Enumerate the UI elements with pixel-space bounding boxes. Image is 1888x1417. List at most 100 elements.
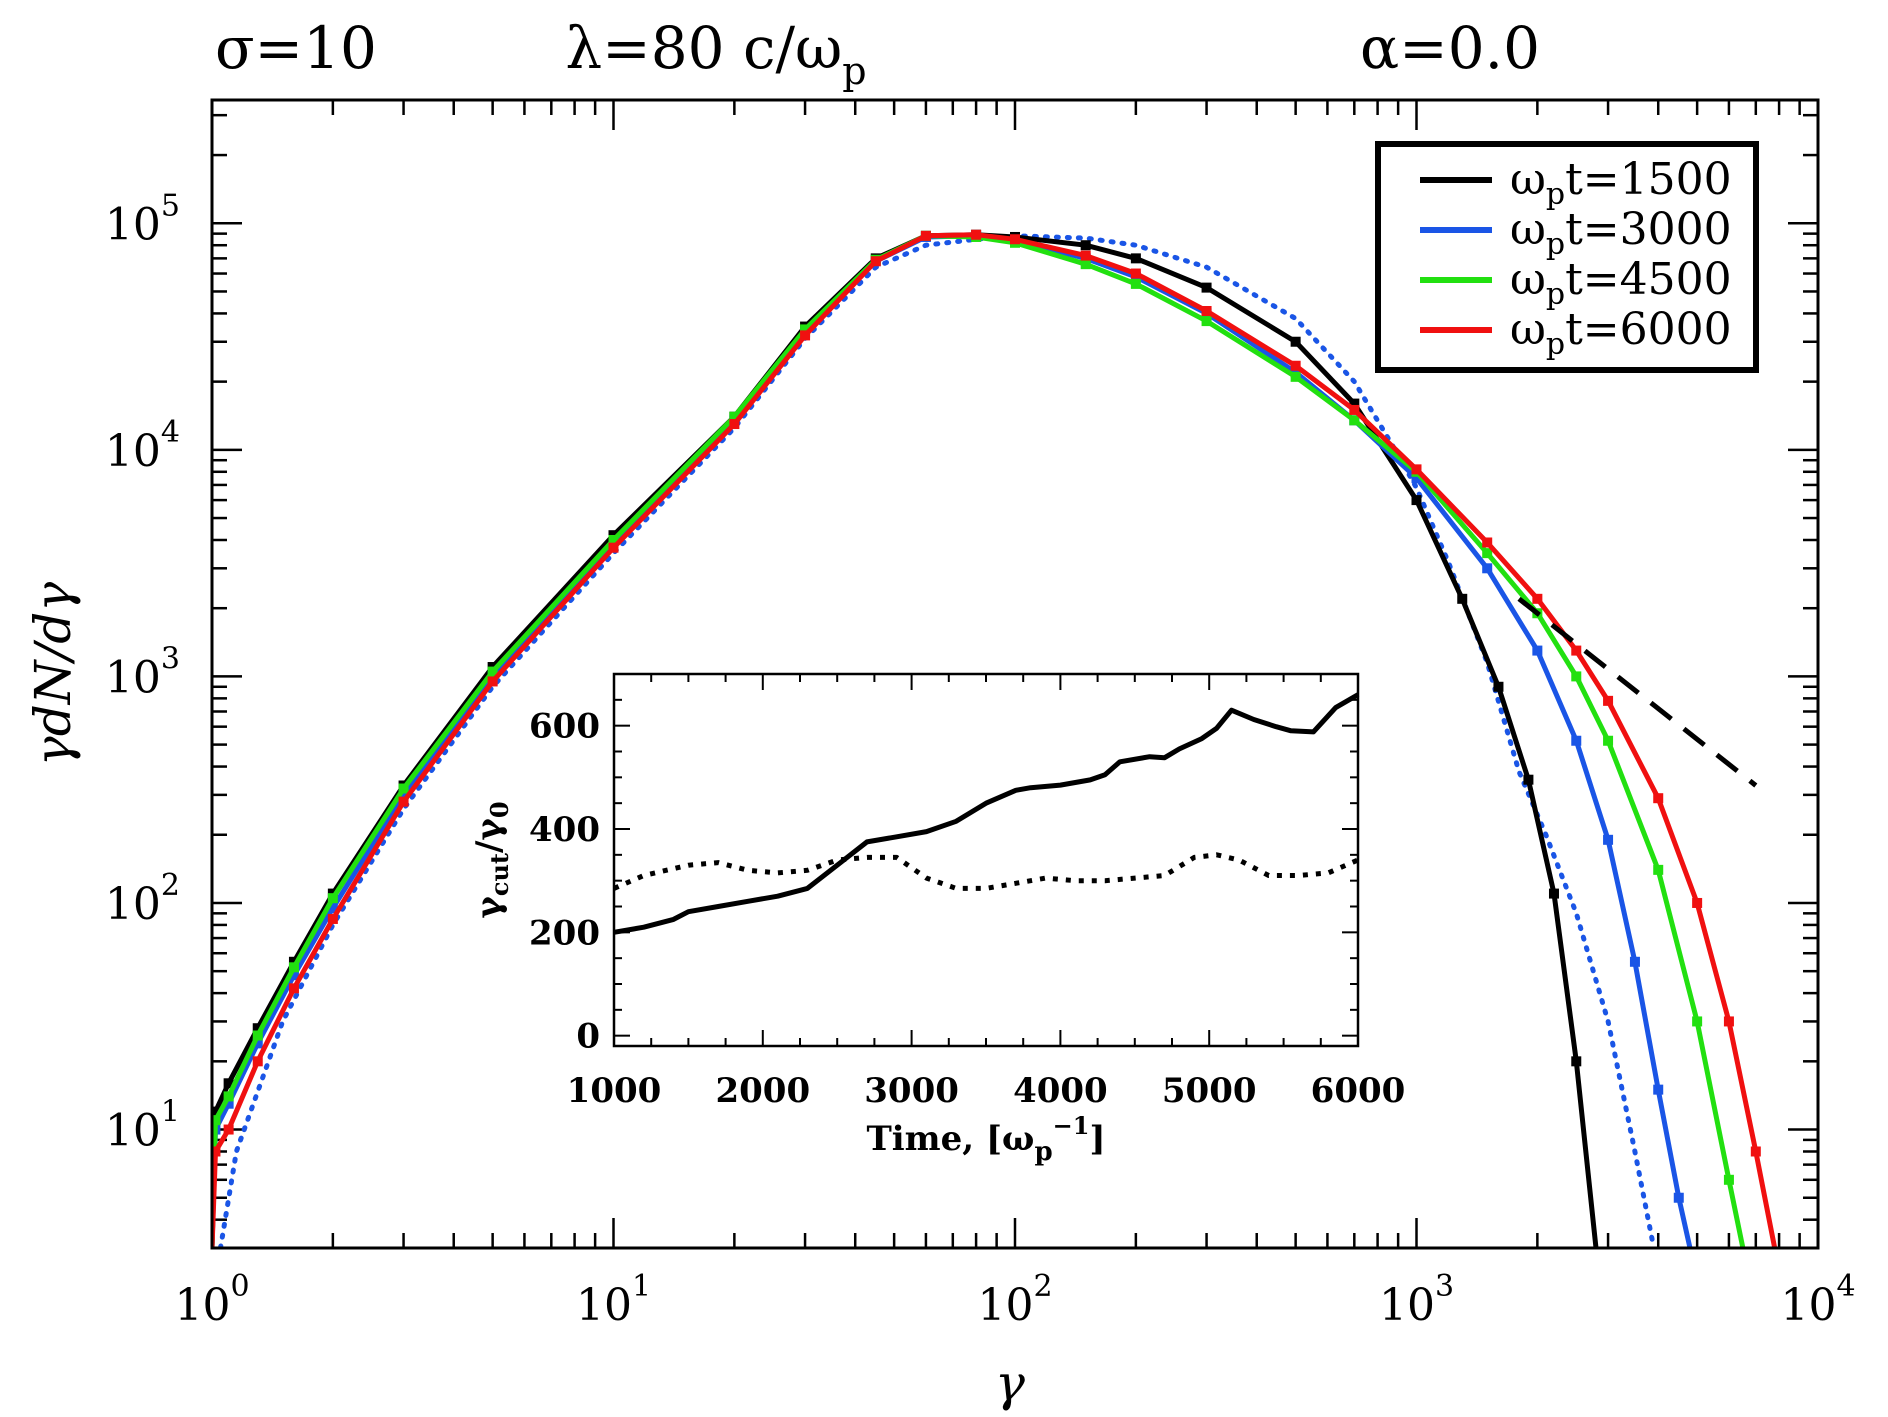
series-point	[1653, 793, 1664, 804]
series-point	[1290, 371, 1301, 382]
series-point	[1653, 864, 1664, 875]
series-point	[1750, 1146, 1761, 1157]
inset-frame	[612, 672, 1360, 1048]
series-point	[1653, 1084, 1664, 1095]
series-point	[1692, 1016, 1703, 1027]
inset-background	[614, 674, 1358, 1046]
x-axis-label: γ	[995, 1354, 1025, 1412]
series-point	[729, 419, 740, 430]
series-point	[1290, 360, 1301, 371]
series-point	[1411, 464, 1422, 475]
series-line-power-law-guide	[1517, 596, 1758, 788]
series-point	[1603, 695, 1614, 706]
series-point	[327, 913, 338, 924]
series-point	[327, 903, 338, 914]
x-tick-label: 104	[1780, 1269, 1855, 1331]
y-tick-label: 102	[105, 868, 180, 930]
inset-x-tick-label: 2000	[715, 1071, 810, 1111]
series-point	[1411, 473, 1422, 484]
series-point	[223, 1078, 234, 1089]
inset-gamma-cut-solid	[613, 692, 1360, 935]
main-series-group	[212, 229, 1778, 1248]
main-plot-area: 100 101 102 103 104 101 102 103 104 105	[105, 98, 1856, 1331]
series-point	[212, 1146, 221, 1157]
series-point	[608, 542, 619, 553]
title-lambda: λ=80 c/ω	[565, 14, 842, 82]
series-point	[1080, 259, 1091, 270]
inset-plot: 1000 2000 3000 4000 5000 6000 0 200 400 600 Time,…	[469, 672, 1405, 1167]
series-point	[1493, 681, 1504, 692]
inset-y-label: γcut/γ0	[469, 801, 514, 918]
series-point	[288, 970, 299, 981]
inset-x-label: Time, [ωp−1]	[866, 1111, 1105, 1167]
series-point	[223, 1098, 234, 1109]
series-point	[1571, 671, 1582, 682]
y-tick-label: 104	[105, 415, 180, 477]
series-point	[729, 411, 740, 422]
series-point	[1723, 1174, 1734, 1185]
series-point	[1349, 415, 1360, 426]
series-point	[1603, 834, 1614, 845]
series-point	[487, 666, 498, 677]
series-point	[212, 1106, 221, 1117]
series-point	[1201, 316, 1212, 327]
series-point	[800, 324, 811, 335]
series-point	[1571, 1056, 1582, 1067]
series-point	[1548, 888, 1559, 899]
inset-x-tick-label: 6000	[1311, 1071, 1406, 1111]
series-point	[1457, 593, 1468, 604]
inset-x-tick-label: 1000	[567, 1071, 662, 1111]
series-point	[1411, 495, 1422, 506]
series-point	[1482, 563, 1493, 574]
x-tick-label: 103	[1379, 1269, 1454, 1331]
inset-x-tick-label: 5000	[1162, 1071, 1257, 1111]
inset-series-group	[613, 692, 1360, 935]
series-point	[398, 789, 409, 800]
series-point	[1532, 593, 1543, 604]
series-point	[327, 893, 338, 904]
inset-gamma-cut-dotted	[613, 852, 1359, 891]
series-point	[1201, 282, 1212, 293]
x-tick-label: 100	[174, 1269, 249, 1331]
series-point	[398, 796, 409, 807]
legend-label: ωpt=4500	[1510, 254, 1732, 312]
series-point	[1130, 253, 1141, 264]
series-point	[1349, 398, 1360, 409]
series-point	[1482, 537, 1493, 548]
inset-x-tick-label: 3000	[864, 1071, 959, 1111]
series-point	[870, 256, 881, 267]
series-point	[252, 1030, 263, 1041]
series-point	[1482, 548, 1493, 559]
inset-y-tick-label: 200	[529, 913, 600, 953]
series-point	[288, 956, 299, 967]
legend-label: ωpt=6000	[1510, 304, 1732, 362]
inset-axis-ticks: 1000 2000 3000 4000 5000 6000 0 200 400 600	[529, 674, 1405, 1111]
series-point	[1723, 1016, 1734, 1027]
y-tick-label: 105	[105, 188, 180, 250]
inset-y-tick-label: 400	[529, 810, 600, 850]
x-tick-label: 101	[576, 1269, 651, 1331]
series-point	[1130, 268, 1141, 279]
series-point	[1010, 234, 1020, 245]
series-point	[223, 1091, 234, 1102]
series-point	[288, 962, 299, 973]
series-point	[1629, 956, 1640, 967]
series-point	[288, 983, 299, 994]
chart-title: σ=10 λ=80 c/ωp α=0.0	[215, 14, 1540, 98]
series-point	[608, 534, 619, 545]
series-point	[1571, 645, 1582, 656]
series-point	[1532, 645, 1543, 656]
y-tick-label: 101	[105, 1095, 180, 1157]
y-axis-label: γdN/dγ	[24, 582, 82, 766]
main-plot-frame	[210, 98, 1820, 1250]
series-point	[487, 676, 498, 687]
series-point	[1692, 897, 1703, 908]
title-alpha: α=0.0	[1360, 14, 1540, 82]
series-point	[1130, 278, 1141, 289]
inset-y-tick-label: 0	[576, 1017, 600, 1057]
inset-x-tick-label: 4000	[1013, 1071, 1108, 1111]
title-lambda-sub: p	[842, 49, 866, 93]
main-series-clip	[212, 229, 1778, 1248]
